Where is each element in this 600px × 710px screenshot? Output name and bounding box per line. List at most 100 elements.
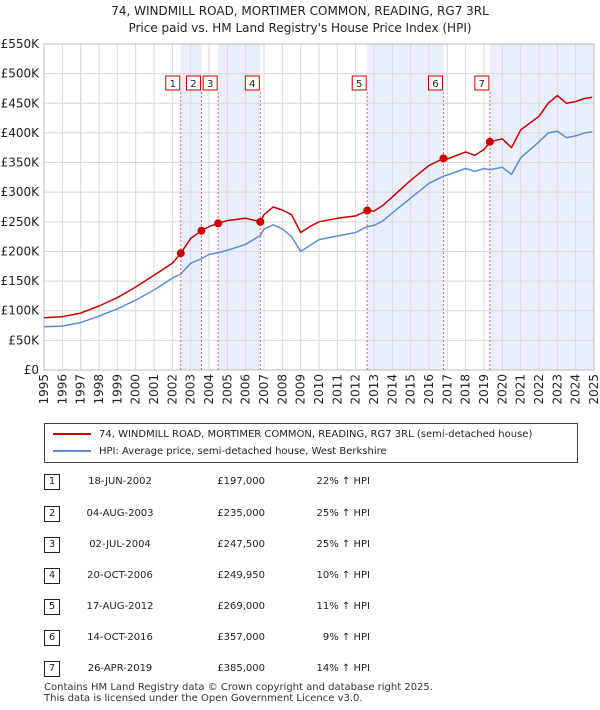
legend-swatch-price <box>53 433 91 435</box>
sale-date: 02-JUL-2004 <box>89 539 151 550</box>
sale-number-badge: 4 <box>44 568 60 584</box>
y-tick-label: £250K <box>1 215 41 229</box>
sale-point <box>256 217 265 226</box>
sale-price: £197,000 <box>217 476 265 487</box>
sale-point <box>176 249 185 258</box>
y-tick-label: £450K <box>1 96 41 110</box>
x-tick-label: 2006 <box>239 374 253 405</box>
x-tick-label: 2003 <box>184 374 198 405</box>
sale-badge <box>351 75 367 91</box>
chart-title: 74, WINDMILL ROAD, MORTIMER COMMON, READ… <box>111 4 489 18</box>
legend-label-price: 74, WINDMILL ROAD, MORTIMER COMMON, READ… <box>99 429 533 440</box>
x-tick-label: 1997 <box>74 374 88 405</box>
x-tick-label: 2020 <box>495 374 509 405</box>
sale-point <box>439 154 448 163</box>
x-tick-label: 2013 <box>367 374 381 405</box>
chart-subtitle: Price paid vs. HM Land Registry's House … <box>128 21 472 35</box>
sale-number-badge: 2 <box>44 506 60 522</box>
x-tick-label: 2023 <box>550 374 564 405</box>
sale-hpi-change: 25% ↑ HPI <box>316 539 370 550</box>
sale-hpi-change: 9% ↑ HPI <box>322 632 370 643</box>
x-tick-label: 2016 <box>422 374 436 405</box>
y-tick-label: £0 <box>24 363 39 377</box>
x-tick-label: 2018 <box>459 374 473 405</box>
y-tick-label: £350K <box>1 156 41 170</box>
sale-badge-label: 1 <box>170 79 176 90</box>
sale-badge-label: 6 <box>432 79 438 90</box>
sale-date: 26-APR-2019 <box>87 663 153 674</box>
y-tick-label: £550K <box>1 37 41 51</box>
x-tick-label: 2022 <box>532 374 546 405</box>
legend-swatch-hpi <box>53 450 91 452</box>
sale-hpi-change: 22% ↑ HPI <box>316 476 370 487</box>
price-paid-line <box>43 94 593 319</box>
sale-badge <box>244 75 260 91</box>
table-row: 7 26-APR-2019 £385,000 14% ↑ HPI <box>0 659 600 679</box>
x-tick-label: 2007 <box>257 374 271 405</box>
sale-badge <box>474 75 490 91</box>
sale-date: 18-JUN-2002 <box>88 476 152 487</box>
sale-badge-label: 7 <box>479 79 485 90</box>
x-tick-label: 2004 <box>202 374 216 405</box>
x-tick-label: 2021 <box>514 374 528 405</box>
legend-item-hpi: HPI: Average price, semi-detached house,… <box>53 444 387 460</box>
sale-number-badge: 1 <box>44 474 60 490</box>
sale-hpi-change: 11% ↑ HPI <box>316 601 370 612</box>
sale-date: 04-AUG-2003 <box>86 508 154 519</box>
x-tick-label: 2012 <box>349 374 363 405</box>
x-tick-label: 2000 <box>129 374 143 405</box>
footer-attribution: Contains HM Land Registry data © Crown c… <box>44 682 433 704</box>
footer-copyright: Contains HM Land Registry data © Crown c… <box>44 682 433 693</box>
sale-point <box>214 219 223 228</box>
y-tick-label: £100K <box>1 304 41 318</box>
sale-badge-label: 2 <box>190 79 196 90</box>
x-tick-label: 2009 <box>294 374 308 405</box>
sale-badge <box>185 75 201 91</box>
legend-item-price: 74, WINDMILL ROAD, MORTIMER COMMON, READ… <box>53 427 532 443</box>
sale-price: £235,000 <box>217 508 265 519</box>
sale-badge <box>165 75 181 91</box>
x-tick-label: 2025 <box>587 374 600 405</box>
x-tick-label: 1998 <box>92 374 106 405</box>
sale-number-badge: 7 <box>44 661 60 677</box>
y-tick-label: £50K <box>8 333 40 347</box>
sale-date: 14-OCT-2016 <box>87 632 153 643</box>
hpi-line <box>43 130 593 328</box>
sale-number-badge: 6 <box>44 630 60 646</box>
sale-hpi-change: 25% ↑ HPI <box>316 508 370 519</box>
x-tick-label: 2010 <box>312 374 326 405</box>
shaded-period <box>367 44 444 370</box>
x-tick-label: 2014 <box>385 374 399 405</box>
sale-badge <box>427 75 443 91</box>
table-row: 4 20-OCT-2006 £249,950 10% ↑ HPI <box>0 566 600 586</box>
x-tick-label: 1999 <box>110 374 124 405</box>
x-tick-label: 2005 <box>220 374 234 405</box>
x-tick-label: 2002 <box>165 374 179 405</box>
y-tick-label: £400K <box>1 126 41 140</box>
shaded-period <box>489 44 594 370</box>
sale-badge <box>202 75 218 91</box>
legend-label-hpi: HPI: Average price, semi-detached house,… <box>99 446 387 457</box>
table-row: 2 04-AUG-2003 £235,000 25% ↑ HPI <box>0 504 600 524</box>
y-tick-label: £150K <box>1 274 41 288</box>
footer-licence: This data is licensed under the Open Gov… <box>44 693 363 704</box>
x-tick-label: 2017 <box>440 374 454 405</box>
x-tick-label: 2019 <box>477 374 491 405</box>
sale-price: £385,000 <box>217 663 265 674</box>
sale-badge-label: 4 <box>249 79 255 90</box>
sale-hpi-change: 10% ↑ HPI <box>316 570 370 581</box>
plot-frame <box>43 43 595 371</box>
x-tick-label: 2011 <box>330 374 344 405</box>
x-tick-label: 2008 <box>275 374 289 405</box>
sale-date: 20-OCT-2006 <box>87 570 153 581</box>
sale-point <box>363 206 372 215</box>
shaded-period <box>218 44 261 370</box>
x-tick-label: 2015 <box>404 374 418 405</box>
y-tick-label: £500K <box>1 67 41 81</box>
sale-price: £249,950 <box>217 570 265 581</box>
x-tick-label: 1996 <box>55 374 69 405</box>
x-tick-label: 2001 <box>147 374 161 405</box>
sale-badge-label: 3 <box>207 79 213 90</box>
sale-hpi-change: 14% ↑ HPI <box>316 663 370 674</box>
